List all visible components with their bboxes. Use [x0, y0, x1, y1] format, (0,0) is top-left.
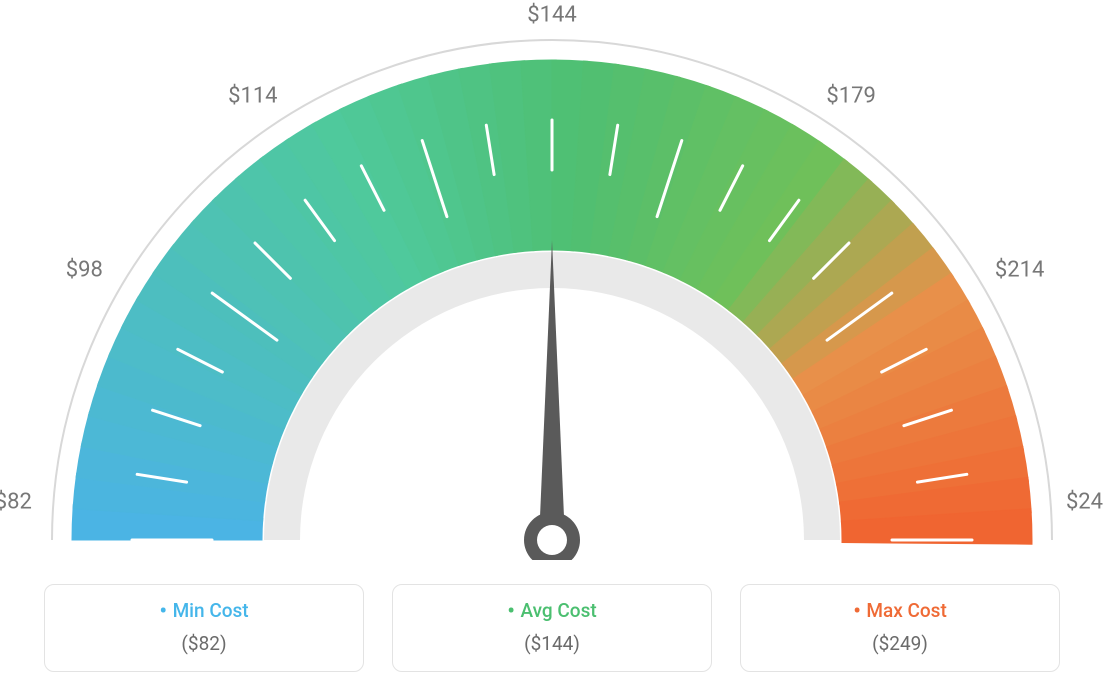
legend-row: Min Cost ($82) Avg Cost ($144) Max Cost ($249…	[0, 584, 1104, 672]
gauge-scale-label: $82	[0, 490, 32, 515]
legend-card-min: Min Cost ($82)	[44, 584, 364, 672]
gauge-scale-label: $98	[66, 258, 103, 283]
gauge-scale-label: $144	[527, 3, 576, 28]
legend-label-min: Min Cost	[55, 599, 353, 624]
legend-label-avg: Avg Cost	[403, 599, 701, 624]
legend-card-avg: Avg Cost ($144)	[392, 584, 712, 672]
legend-value-min: ($82)	[55, 632, 353, 655]
legend-card-max: Max Cost ($249)	[740, 584, 1060, 672]
legend-label-max: Max Cost	[751, 599, 1049, 624]
gauge-svg	[0, 0, 1104, 560]
gauge-scale-label: $114	[228, 84, 277, 109]
legend-value-avg: ($144)	[403, 632, 701, 655]
gauge-scale-label: $249	[1066, 490, 1104, 515]
legend-value-max: ($249)	[751, 632, 1049, 655]
gauge-scale-label: $214	[995, 258, 1044, 283]
gauge-scale-label: $179	[826, 84, 875, 109]
gauge-chart: $82 $98 $114 $144 $179 $214 $249	[0, 0, 1104, 560]
